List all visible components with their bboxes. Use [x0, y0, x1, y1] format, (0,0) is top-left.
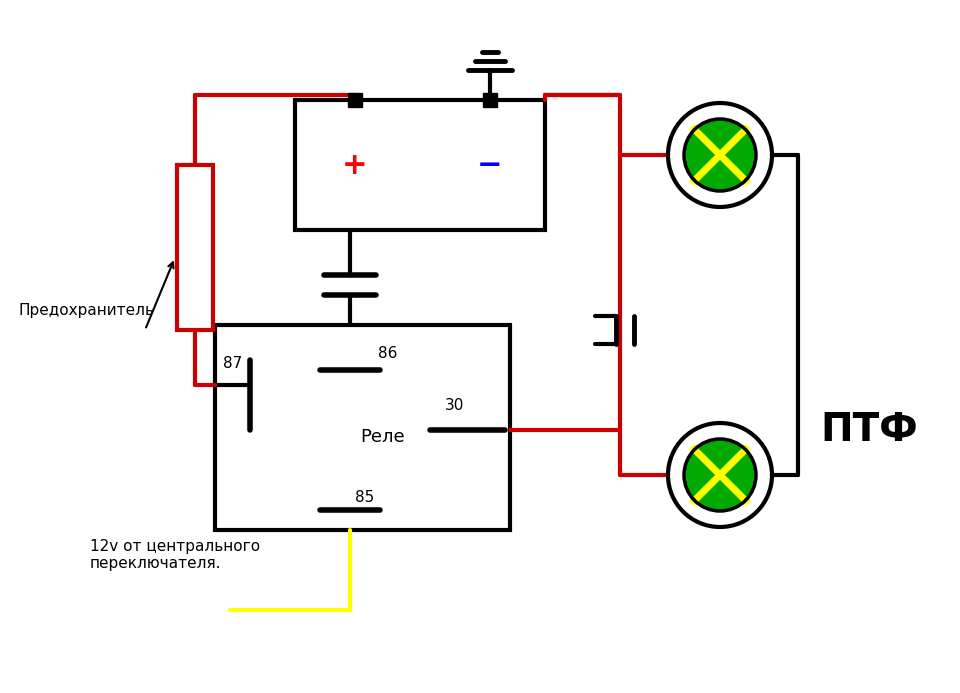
- Text: ПТФ: ПТФ: [820, 411, 918, 449]
- Circle shape: [668, 103, 772, 207]
- Circle shape: [668, 423, 772, 527]
- Bar: [295, 100, 545, 230]
- Text: 86: 86: [378, 346, 397, 360]
- Text: Реле: Реле: [360, 428, 405, 446]
- Circle shape: [678, 433, 762, 517]
- Text: 12v от центрального
переключателя.: 12v от центрального переключателя.: [90, 538, 260, 571]
- Circle shape: [684, 439, 756, 511]
- Text: −: −: [477, 150, 503, 179]
- Bar: [215, 325, 510, 530]
- Text: Предохранитель: Предохранитель: [18, 303, 154, 317]
- Text: 87: 87: [223, 356, 242, 371]
- Text: +: +: [342, 150, 368, 179]
- Text: 85: 85: [355, 491, 374, 505]
- Circle shape: [678, 113, 762, 197]
- Bar: [177, 165, 213, 330]
- Text: 30: 30: [445, 398, 465, 412]
- Circle shape: [684, 119, 756, 191]
